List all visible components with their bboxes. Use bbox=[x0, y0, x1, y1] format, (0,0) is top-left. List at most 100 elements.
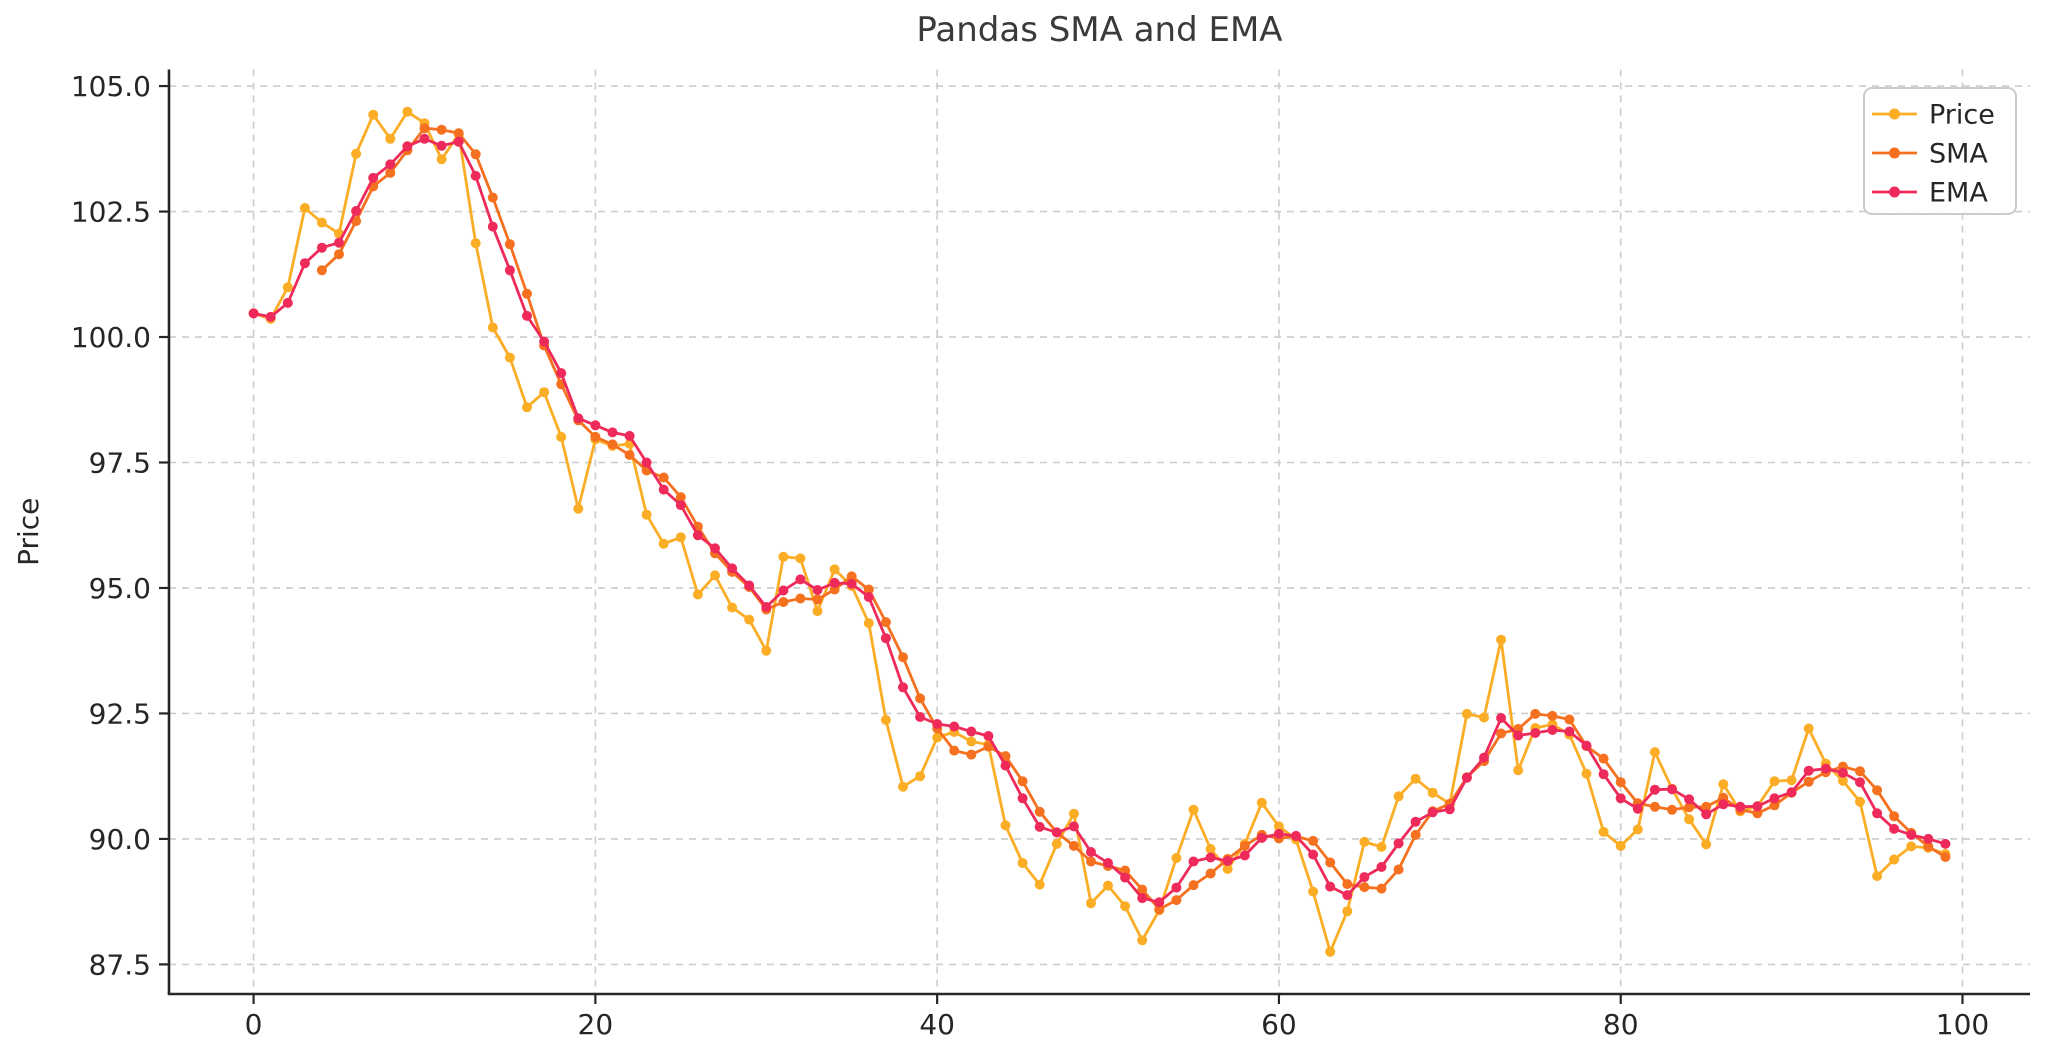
ema-marker bbox=[248, 308, 259, 319]
sma-marker bbox=[1154, 904, 1165, 915]
ema-marker bbox=[556, 368, 567, 379]
ema-marker bbox=[1564, 726, 1575, 737]
price-marker bbox=[1496, 634, 1507, 645]
price-marker bbox=[727, 602, 738, 613]
price-marker bbox=[487, 322, 498, 333]
price-marker bbox=[1615, 840, 1626, 851]
price-marker bbox=[898, 781, 908, 792]
legend-item-sma: SMA bbox=[1872, 139, 1988, 170]
ema-marker bbox=[795, 574, 806, 585]
y-tick-label: 100.0 bbox=[71, 321, 151, 354]
sma-marker bbox=[1803, 776, 1814, 787]
ema-marker bbox=[932, 719, 943, 729]
y-tick-label: 87.5 bbox=[89, 948, 151, 981]
sma-marker bbox=[351, 216, 362, 227]
price-marker bbox=[556, 431, 567, 442]
sma-marker bbox=[1684, 802, 1695, 813]
ema-marker bbox=[1718, 799, 1729, 810]
x-tick-label: 20 bbox=[578, 1008, 614, 1041]
price-marker bbox=[1769, 776, 1780, 787]
price-marker bbox=[1889, 854, 1900, 865]
price-marker bbox=[539, 387, 550, 398]
ema-marker bbox=[1393, 838, 1404, 849]
price-marker bbox=[402, 106, 413, 117]
ema-marker bbox=[1034, 821, 1045, 832]
sma-marker bbox=[1940, 852, 1951, 862]
legend: Price SMA EMA bbox=[1863, 87, 2017, 215]
price-marker bbox=[880, 715, 891, 725]
ema-marker bbox=[1376, 862, 1387, 872]
legend-label: SMA bbox=[1929, 139, 1988, 170]
sma-marker bbox=[316, 265, 327, 276]
legend-item-ema: EMA bbox=[1872, 178, 1988, 209]
sma-marker bbox=[880, 617, 891, 628]
ema-marker bbox=[282, 297, 293, 308]
ema-marker bbox=[351, 206, 362, 216]
x-tick-label: 100 bbox=[1936, 1008, 1989, 1041]
ema-marker bbox=[1103, 858, 1113, 868]
tick-marks bbox=[159, 84, 1964, 1004]
price-marker bbox=[1701, 839, 1712, 850]
price-marker bbox=[299, 203, 310, 213]
series-ema-line bbox=[252, 137, 1947, 904]
price-marker bbox=[368, 109, 379, 120]
price-marker bbox=[1017, 858, 1028, 868]
price-marker bbox=[1222, 864, 1233, 874]
price-marker bbox=[1188, 804, 1199, 815]
ema-marker bbox=[812, 585, 823, 595]
series-price bbox=[248, 106, 1951, 957]
ema-marker bbox=[727, 563, 738, 574]
price-marker bbox=[1342, 906, 1353, 917]
price-marker bbox=[1684, 814, 1695, 825]
price-marker bbox=[1000, 820, 1011, 831]
price-marker bbox=[812, 606, 823, 617]
legend-item-price: Price bbox=[1872, 100, 1995, 131]
sma-marker bbox=[1120, 865, 1131, 876]
sma-marker bbox=[1889, 811, 1900, 822]
ema-marker bbox=[1273, 828, 1284, 839]
ema-marker bbox=[1239, 850, 1250, 861]
sma-marker bbox=[436, 124, 447, 135]
sma-marker bbox=[795, 593, 806, 604]
ema-marker bbox=[1752, 801, 1763, 812]
series-price-markers bbox=[248, 106, 1951, 957]
price-marker bbox=[1308, 886, 1319, 897]
sma-marker bbox=[1325, 857, 1336, 868]
price-marker bbox=[1034, 879, 1045, 890]
y-tick-label: 95.0 bbox=[89, 572, 151, 605]
ema-marker bbox=[710, 543, 720, 554]
sma-marker bbox=[915, 693, 926, 704]
ema-marker bbox=[385, 159, 396, 170]
sma-marker bbox=[675, 492, 686, 503]
ema-marker bbox=[692, 530, 703, 541]
sma-marker bbox=[487, 192, 498, 203]
price-marker bbox=[1598, 826, 1609, 837]
ema-marker bbox=[1513, 730, 1524, 741]
series-ema-markers bbox=[248, 133, 1951, 908]
sma-marker bbox=[1137, 884, 1148, 895]
chart-title: Pandas SMA and EMA bbox=[916, 10, 1283, 50]
ema-marker bbox=[1000, 760, 1011, 771]
price-marker bbox=[1872, 871, 1883, 882]
sma-marker bbox=[1530, 708, 1541, 719]
ema-marker bbox=[1855, 777, 1865, 788]
price-marker bbox=[316, 217, 327, 228]
ema-marker bbox=[675, 500, 686, 511]
sma-marker bbox=[1086, 856, 1096, 867]
ema-marker bbox=[1684, 794, 1695, 805]
price-marker bbox=[658, 538, 669, 549]
ema-marker bbox=[607, 427, 618, 438]
price-marker bbox=[1359, 836, 1370, 847]
sma-marker bbox=[590, 431, 601, 442]
series-price-line bbox=[252, 110, 1947, 954]
ema-marker bbox=[1086, 847, 1096, 857]
price-marker bbox=[966, 736, 977, 747]
ema-marker bbox=[1068, 821, 1079, 832]
y-tick-label: 92.5 bbox=[89, 697, 151, 730]
ema-marker bbox=[1820, 763, 1831, 774]
price-marker bbox=[1906, 841, 1917, 852]
ema-marker bbox=[402, 141, 413, 152]
ema-marker bbox=[419, 133, 430, 144]
price-marker bbox=[1718, 779, 1729, 790]
